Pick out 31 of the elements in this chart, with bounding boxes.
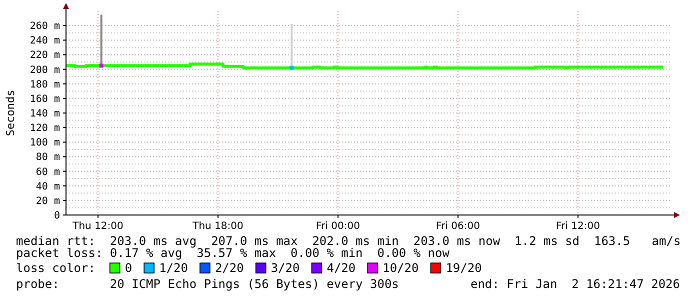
legend-label: 3/20 [270, 261, 300, 275]
y-tick-label: 100 m [30, 138, 60, 149]
y-tick-label: 180 m [30, 79, 60, 90]
text: end: Fri Jan 2 16:21:47 2026 [470, 277, 680, 291]
y-tick-label: 120 m [30, 123, 60, 134]
y-tick-label: 60 m [36, 166, 60, 178]
y-axis-title: Seconds [4, 90, 17, 136]
legend-label: 2/20 [214, 261, 244, 275]
legend-label: 0 [124, 261, 132, 275]
y-tick-label: 140 m [30, 108, 60, 120]
legend-label: 10/20 [382, 261, 419, 275]
x-tick-label: Thu 18:00 [192, 221, 244, 232]
legend-title: loss color: [16, 261, 96, 275]
x-tick-label: Fri 06:00 [436, 221, 480, 232]
y-tick-label: 220 m [30, 50, 60, 62]
legend-label: 19/20 [446, 261, 482, 275]
y-tick-label: 200 m [30, 64, 60, 76]
y-tick-label: 0 [54, 210, 60, 222]
legend-label: 4/20 [326, 261, 356, 275]
legend-label: 1/20 [159, 261, 188, 275]
y-tick-label: 240 m [30, 36, 60, 47]
y-tick-label: 80 m [36, 152, 60, 164]
text: median rtt: 203.0 ms avg 207.0 ms max 202.0 ms min 203.0 ms now 1.2 ms sd 163.5 am/s [16, 234, 681, 248]
x-tick-label: Fri 12:00 [556, 221, 600, 232]
y-tick-label: 160 m [30, 94, 60, 105]
y-tick-label: 40 m [36, 181, 60, 192]
x-tick-label: Thu 12:00 [72, 221, 124, 232]
y-tick-label: 260 m [30, 21, 60, 32]
x-tick-label: Fri 00:00 [316, 221, 360, 232]
y-tick-label: 20 m [36, 196, 60, 207]
text: probe: 20 ICMP Echo Pings (56 Bytes) every 300s [16, 277, 399, 291]
